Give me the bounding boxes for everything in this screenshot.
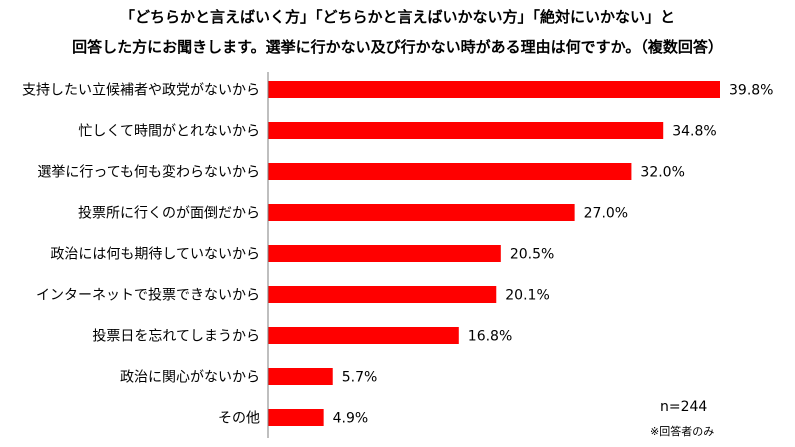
- value-label-6: 20.1%: [505, 288, 549, 304]
- category-label-7: 投票日を忘れてしまうから: [92, 329, 260, 345]
- bar-7: [268, 327, 459, 344]
- bar-2: [268, 122, 664, 139]
- bar-9: [268, 409, 324, 426]
- chart-title-line-2: 回答した方にお聞きします。選挙に行かない及び行かない時がある理由は何ですか。（複…: [72, 38, 723, 56]
- value-label-5: 20.5%: [510, 247, 554, 263]
- chart-title-line-1: 「どちらかと言えばいく方」「どちらかと言えばいかない方」「絶対にいかない」と: [119, 8, 675, 26]
- bar-5: [268, 245, 501, 262]
- respondents-footnote: ※回答者のみ: [650, 425, 715, 438]
- value-label-1: 39.8%: [729, 83, 773, 99]
- value-label-3: 32.0%: [640, 165, 684, 181]
- category-label-2: 忙しくて時間がとれないから: [78, 124, 260, 140]
- category-label-9: その他: [218, 411, 260, 427]
- value-label-2: 34.8%: [672, 124, 716, 140]
- bar-8: [268, 368, 333, 385]
- bar-6: [268, 286, 497, 303]
- category-label-6: インターネットで投票できないから: [36, 288, 260, 304]
- category-label-1: 支持したい立候補者や政党がないから: [22, 83, 260, 99]
- category-label-3: 選挙に行っても何も変わらないから: [37, 164, 260, 181]
- bar-1: [268, 81, 720, 98]
- category-label-5: 政治には何も期待していないから: [50, 247, 260, 263]
- category-label-8: 政治に関心がないから: [120, 370, 260, 386]
- value-label-7: 16.8%: [468, 329, 512, 345]
- category-label-4: 投票所に行くのが面倒だから: [78, 206, 260, 222]
- bar-3: [268, 163, 632, 180]
- sample-size-note: n=244: [660, 399, 708, 415]
- bar-4: [268, 204, 575, 221]
- value-label-9: 4.9%: [333, 411, 369, 427]
- value-label-4: 27.0%: [584, 206, 628, 222]
- value-label-8: 5.7%: [342, 370, 378, 386]
